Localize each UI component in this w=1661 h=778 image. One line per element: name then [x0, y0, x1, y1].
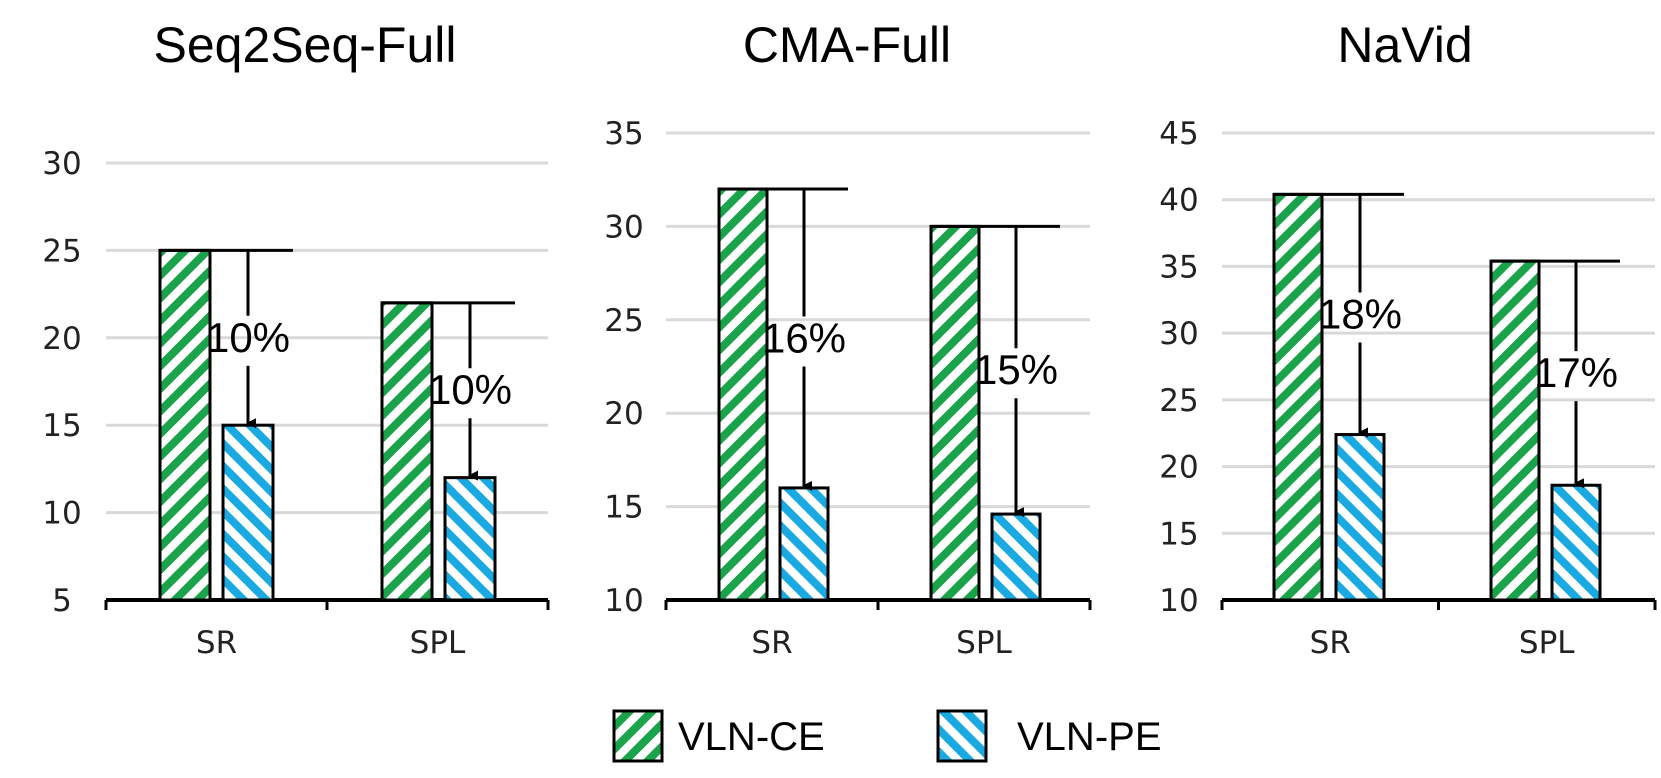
- y-tick-label: 40: [1159, 183, 1198, 219]
- y-tick-label: 15: [42, 408, 81, 444]
- chart-legend: VLN-CE VLN-PE: [612, 709, 1162, 763]
- bar-vln-ce: [717, 187, 769, 602]
- y-tick-label: 25: [1159, 383, 1198, 419]
- y-tick-label: 35: [1159, 249, 1198, 285]
- chart-title: CMA-Full: [743, 17, 951, 73]
- bar-vln-ce: [380, 301, 434, 602]
- x-tick-label: SR: [751, 625, 792, 661]
- legend-swatch-vln-pe: [936, 709, 988, 763]
- chart-panel-seq2seq: Seq2Seq-Full 5 10 15 20 25 30 SR 10% SPL 10%: [42, 17, 550, 661]
- drop-percent-label: 10%: [206, 314, 290, 361]
- y-tick-label: 20: [1159, 450, 1198, 486]
- y-tick-label: 20: [42, 321, 81, 357]
- y-tick-label: 5: [52, 583, 72, 619]
- y-tick-label: 35: [604, 116, 643, 152]
- chart-panel-cma: CMA-Full 10 15 20 25 30 35 SR 16% SPL 15%: [604, 17, 1092, 661]
- bar-vln-ce: [1272, 192, 1324, 602]
- x-tick-label: SR: [1310, 625, 1351, 661]
- chart-title: NaVid: [1337, 17, 1472, 73]
- bar-vln-pe: [990, 512, 1042, 602]
- y-tick-label: 10: [604, 583, 643, 619]
- legend-swatch-vln-ce: [612, 709, 664, 763]
- y-tick-label: 10: [42, 496, 81, 532]
- chart-panel-navid: NaVid 10 15 20 25 30 35 40 45 SR 18% SPL 17%: [1159, 17, 1657, 661]
- legend-label-vln-pe: VLN-PE: [1017, 715, 1162, 759]
- bar-vln-pe: [1550, 483, 1602, 602]
- y-tick-label: 25: [42, 233, 81, 269]
- bar-vln-pe: [778, 486, 830, 602]
- bar-vln-ce: [1489, 259, 1541, 602]
- y-tick-label: 25: [604, 303, 643, 339]
- legend-label-vln-ce: VLN-CE: [678, 715, 825, 759]
- x-tick-label: SPL: [956, 625, 1012, 661]
- drop-percent-label: 15%: [974, 346, 1058, 393]
- y-tick-label: 20: [604, 396, 643, 432]
- drop-percent-label: 17%: [1534, 349, 1618, 396]
- drop-percent-label: 18%: [1318, 290, 1402, 337]
- y-tick-label: 30: [42, 146, 81, 182]
- x-tick-label: SR: [196, 625, 237, 661]
- y-tick-label: 15: [604, 490, 643, 526]
- y-tick-label: 30: [1159, 316, 1198, 352]
- bar-vln-pe: [1334, 433, 1386, 602]
- x-tick-label: SPL: [1519, 625, 1575, 661]
- x-tick-label: SPL: [410, 625, 466, 661]
- y-tick-label: 30: [604, 209, 643, 245]
- y-tick-label: 10: [1159, 583, 1198, 619]
- bar-vln-ce: [158, 248, 212, 602]
- drop-percent-label: 10%: [428, 366, 512, 413]
- y-tick-label: 45: [1159, 116, 1198, 152]
- chart-title: Seq2Seq-Full: [154, 17, 457, 73]
- bar-vln-ce: [929, 224, 981, 602]
- bar-vln-pe: [221, 423, 275, 602]
- bar-vln-pe: [443, 476, 497, 602]
- drop-percent-label: 16%: [762, 314, 846, 361]
- y-tick-label: 15: [1159, 516, 1198, 552]
